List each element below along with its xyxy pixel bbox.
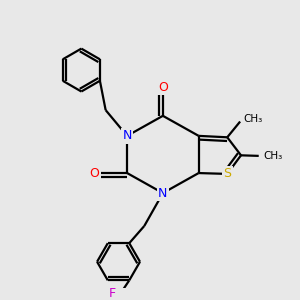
Text: O: O	[89, 167, 99, 180]
Text: S: S	[223, 167, 231, 180]
Text: N: N	[122, 129, 132, 142]
Text: F: F	[109, 287, 116, 300]
Text: O: O	[158, 81, 168, 94]
Text: CH₃: CH₃	[263, 151, 283, 161]
Text: N: N	[158, 187, 168, 200]
Text: CH₃: CH₃	[243, 114, 262, 124]
